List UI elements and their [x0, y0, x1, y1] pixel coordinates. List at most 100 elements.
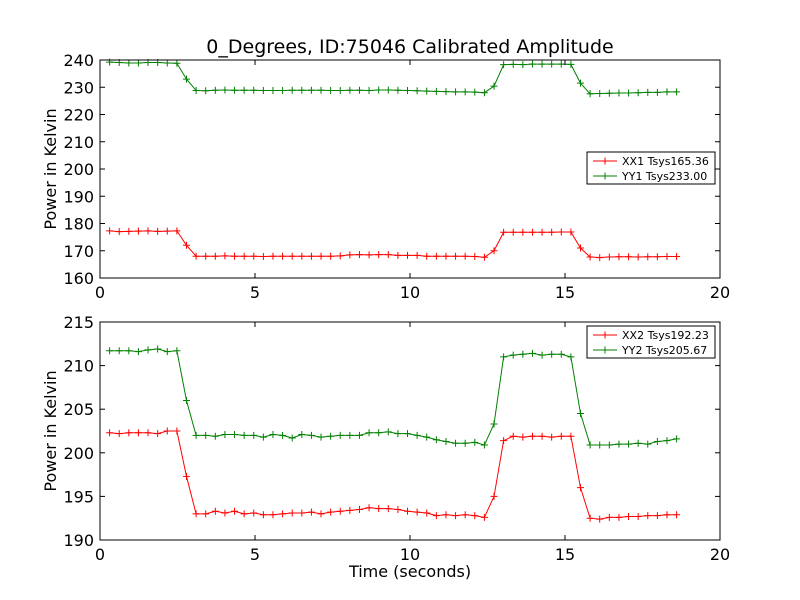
data-point: [500, 228, 508, 236]
data-point: [231, 252, 239, 260]
data-point: [125, 59, 133, 67]
data-point: [327, 508, 335, 516]
data-point: [355, 86, 363, 94]
data-point: [528, 228, 536, 236]
data-point: [567, 432, 575, 440]
data-point: [413, 431, 421, 439]
data-point: [548, 350, 556, 358]
data-point: [605, 253, 613, 261]
data-point: [106, 347, 114, 355]
series-1: [106, 227, 681, 262]
data-point: [615, 253, 623, 261]
data-point: [625, 440, 633, 448]
data-point: [586, 441, 594, 449]
data-point: [192, 252, 200, 260]
data-point: [432, 512, 440, 520]
data-point: [528, 60, 536, 68]
data-point: [211, 252, 219, 260]
data-point: [404, 251, 412, 259]
data-point: [644, 512, 652, 520]
data-point: [269, 511, 277, 519]
data-point: [307, 508, 315, 516]
data-point: [221, 430, 229, 438]
figure-title: 0_Degrees, ID:75046 Calibrated Amplitude: [206, 36, 613, 58]
data-point: [528, 432, 536, 440]
x-tick-label: 15: [555, 283, 575, 302]
data-point: [115, 347, 123, 355]
data-point: [653, 253, 661, 261]
data-point: [509, 228, 517, 236]
x-axis-label: Time (seconds): [348, 562, 471, 581]
data-point: [452, 439, 460, 447]
x-tick-label: 10: [400, 545, 420, 564]
y-tick-label: 200: [63, 160, 94, 179]
data-point: [442, 252, 450, 260]
data-point: [144, 429, 152, 437]
data-point: [355, 251, 363, 259]
data-point: [288, 252, 296, 260]
data-point: [471, 88, 479, 96]
data-point: [673, 511, 681, 519]
data-point: [625, 512, 633, 520]
data-point: [442, 511, 450, 519]
legend-entry: YY2 Tsys205.67: [593, 344, 707, 357]
legend-box: [586, 325, 716, 359]
top-panel: 0 5 10 15 20 160 170 180 190 200 210 220 230 240 Power…: [41, 51, 730, 302]
y-tick-label: 170: [63, 242, 94, 261]
data-point: [163, 59, 171, 67]
data-point: [375, 86, 383, 94]
data-point: [365, 251, 373, 259]
data-point: [115, 430, 123, 438]
data-point: [413, 251, 421, 259]
data-point: [125, 429, 133, 437]
data-point: [202, 87, 210, 95]
data-point: [211, 507, 219, 515]
data-point: [355, 505, 363, 513]
y-tick-label: 220: [63, 106, 94, 125]
data-point: [240, 510, 248, 518]
data-point: [615, 89, 623, 97]
data-point: [327, 87, 335, 95]
data-point: [231, 86, 239, 94]
data-point: [355, 431, 363, 439]
data-point: [404, 507, 412, 515]
data-point: [394, 505, 402, 513]
data-point: [336, 252, 344, 260]
data-point: [279, 87, 287, 95]
legend-marker: [601, 172, 609, 180]
y-tick-label: 215: [63, 313, 94, 332]
data-point: [528, 349, 536, 357]
data-point: [557, 228, 565, 236]
data-point: [134, 227, 142, 235]
data-point: [605, 513, 613, 521]
data-point: [259, 87, 267, 95]
data-point: [452, 512, 460, 520]
legend-label: YY2 Tsys205.67: [621, 344, 707, 357]
data-point: [673, 88, 681, 96]
data-point: [490, 420, 498, 428]
data-point: [231, 507, 239, 515]
data-point: [471, 512, 479, 520]
data-point: [634, 89, 642, 97]
data-point: [375, 429, 383, 437]
data-point: [288, 86, 296, 94]
data-point: [644, 253, 652, 261]
y-axis-label: Power in Kelvin: [41, 370, 60, 491]
data-point: [490, 82, 498, 90]
legend-entry: YY1 Tsys233.00: [593, 170, 707, 183]
y-tick-label: 180: [63, 215, 94, 234]
legend-marker: [601, 346, 609, 354]
data-point: [307, 252, 315, 260]
data-point: [538, 228, 546, 236]
data-point: [586, 514, 594, 522]
data-point: [221, 86, 229, 94]
data-point: [144, 346, 152, 354]
y-tick-label: 210: [63, 357, 94, 376]
data-point: [442, 437, 450, 445]
data-point: [384, 251, 392, 259]
data-point: [307, 431, 315, 439]
data-point: [250, 252, 258, 260]
data-point: [480, 513, 488, 521]
data-point: [577, 79, 584, 87]
